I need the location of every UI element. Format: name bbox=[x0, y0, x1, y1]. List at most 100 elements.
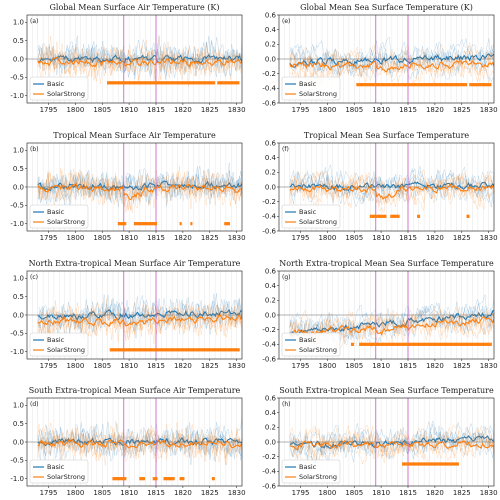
significance-marker bbox=[398, 214, 400, 218]
significance-marker bbox=[181, 348, 184, 352]
panel-d-south-air: South Extra-tropical Mean Surface Air Te… bbox=[10, 386, 245, 497]
significance-marker bbox=[204, 81, 206, 85]
ensemble-member-solarstrong bbox=[37, 423, 242, 463]
significance-marker bbox=[431, 83, 433, 87]
significance-marker bbox=[120, 348, 122, 352]
significance-marker bbox=[233, 348, 235, 352]
significance-marker bbox=[169, 348, 171, 352]
significance-marker bbox=[442, 342, 444, 346]
significance-marker bbox=[412, 83, 415, 87]
significance-marker bbox=[426, 83, 428, 87]
significance-marker bbox=[437, 342, 439, 346]
y-tick-label: 1.0 bbox=[13, 275, 24, 283]
x-tick-label: 1815 bbox=[399, 106, 417, 114]
significance-marker bbox=[423, 83, 425, 87]
significance-marker bbox=[154, 222, 157, 226]
significance-marker bbox=[437, 83, 439, 87]
significance-marker bbox=[386, 342, 388, 346]
panel-label: (h) bbox=[282, 401, 290, 408]
significance-marker bbox=[178, 348, 180, 352]
significance-marker bbox=[180, 348, 183, 352]
legend-label-basic: Basic bbox=[47, 336, 65, 344]
y-tick-label: -1.0 bbox=[10, 220, 24, 228]
significance-marker bbox=[373, 83, 375, 87]
significance-marker bbox=[168, 348, 170, 352]
x-tick-label: 1800 bbox=[66, 362, 84, 370]
significance-marker bbox=[140, 222, 142, 226]
significance-marker bbox=[129, 81, 132, 85]
y-tick-label: 0.4 bbox=[265, 154, 277, 162]
significance-marker bbox=[151, 81, 153, 85]
significance-marker bbox=[424, 462, 427, 466]
significance-marker bbox=[222, 81, 224, 85]
significance-marker bbox=[156, 81, 158, 85]
significance-marker bbox=[469, 83, 471, 87]
significance-marker bbox=[123, 81, 125, 85]
significance-marker bbox=[461, 83, 463, 87]
significance-marker bbox=[453, 83, 455, 87]
significance-marker bbox=[433, 462, 435, 466]
significance-marker bbox=[218, 348, 220, 352]
significance-marker bbox=[375, 342, 377, 346]
significance-marker bbox=[127, 348, 130, 352]
significance-marker bbox=[423, 83, 426, 87]
series-mean-basic bbox=[289, 53, 494, 68]
legend-box bbox=[29, 459, 89, 484]
significance-marker bbox=[455, 342, 458, 346]
significance-marker bbox=[360, 83, 363, 87]
significance-marker bbox=[237, 348, 239, 352]
significance-marker bbox=[224, 222, 226, 226]
significance-marker bbox=[465, 342, 467, 346]
significance-marker bbox=[163, 348, 165, 352]
significance-marker bbox=[403, 342, 405, 346]
significance-marker bbox=[199, 348, 201, 352]
panel-title: South Extra-tropical Mean Sea Surface Te… bbox=[279, 386, 494, 395]
y-tick-label: 0.6 bbox=[265, 267, 277, 275]
ensemble-member-basic bbox=[37, 36, 242, 78]
significance-marker bbox=[110, 81, 112, 85]
series-mean-solarstrong bbox=[289, 183, 494, 200]
significance-marker bbox=[402, 83, 405, 87]
significance-marker bbox=[143, 348, 145, 352]
significance-marker bbox=[155, 348, 157, 352]
significance-marker bbox=[144, 81, 146, 85]
significance-marker bbox=[401, 342, 404, 346]
significance-marker bbox=[181, 81, 184, 85]
significance-marker bbox=[113, 477, 115, 481]
significance-marker bbox=[452, 342, 454, 346]
significance-marker bbox=[444, 342, 447, 346]
x-tick-label: 1830 bbox=[228, 106, 246, 114]
x-tick-label: 1805 bbox=[93, 234, 111, 242]
x-tick-label: 1825 bbox=[201, 362, 219, 370]
significance-marker bbox=[161, 81, 164, 85]
significance-marker bbox=[210, 348, 212, 352]
x-tick-label: 1800 bbox=[318, 362, 336, 370]
significance-marker bbox=[113, 348, 115, 352]
significance-marker bbox=[162, 348, 164, 352]
significance-marker bbox=[469, 342, 471, 346]
significance-marker bbox=[172, 81, 175, 85]
significance-marker bbox=[449, 83, 451, 87]
significance-marker bbox=[381, 83, 383, 87]
significance-marker bbox=[481, 342, 483, 346]
significance-marker bbox=[124, 222, 126, 226]
significance-marker bbox=[363, 83, 365, 87]
y-tick-label: 0.2 bbox=[265, 41, 276, 49]
significance-marker bbox=[452, 83, 454, 87]
significance-marker bbox=[382, 342, 384, 346]
significance-marker bbox=[148, 348, 150, 352]
significance-marker bbox=[159, 348, 161, 352]
ensemble-member-basic bbox=[37, 416, 242, 460]
significance-marker bbox=[236, 81, 238, 85]
ensemble-member-solarstrong bbox=[37, 35, 242, 87]
significance-marker bbox=[176, 81, 178, 85]
significance-marker bbox=[121, 222, 123, 226]
significance-marker bbox=[376, 214, 378, 218]
significance-marker bbox=[372, 214, 374, 218]
panel-label: (d) bbox=[30, 401, 39, 408]
significance-marker bbox=[142, 477, 144, 481]
panel-e-global-sea: Global Mean Sea Surface Temperature (K) (… bbox=[262, 3, 497, 114]
significance-marker bbox=[376, 342, 378, 346]
significance-marker bbox=[425, 342, 427, 346]
series-mean-basic bbox=[37, 180, 242, 192]
